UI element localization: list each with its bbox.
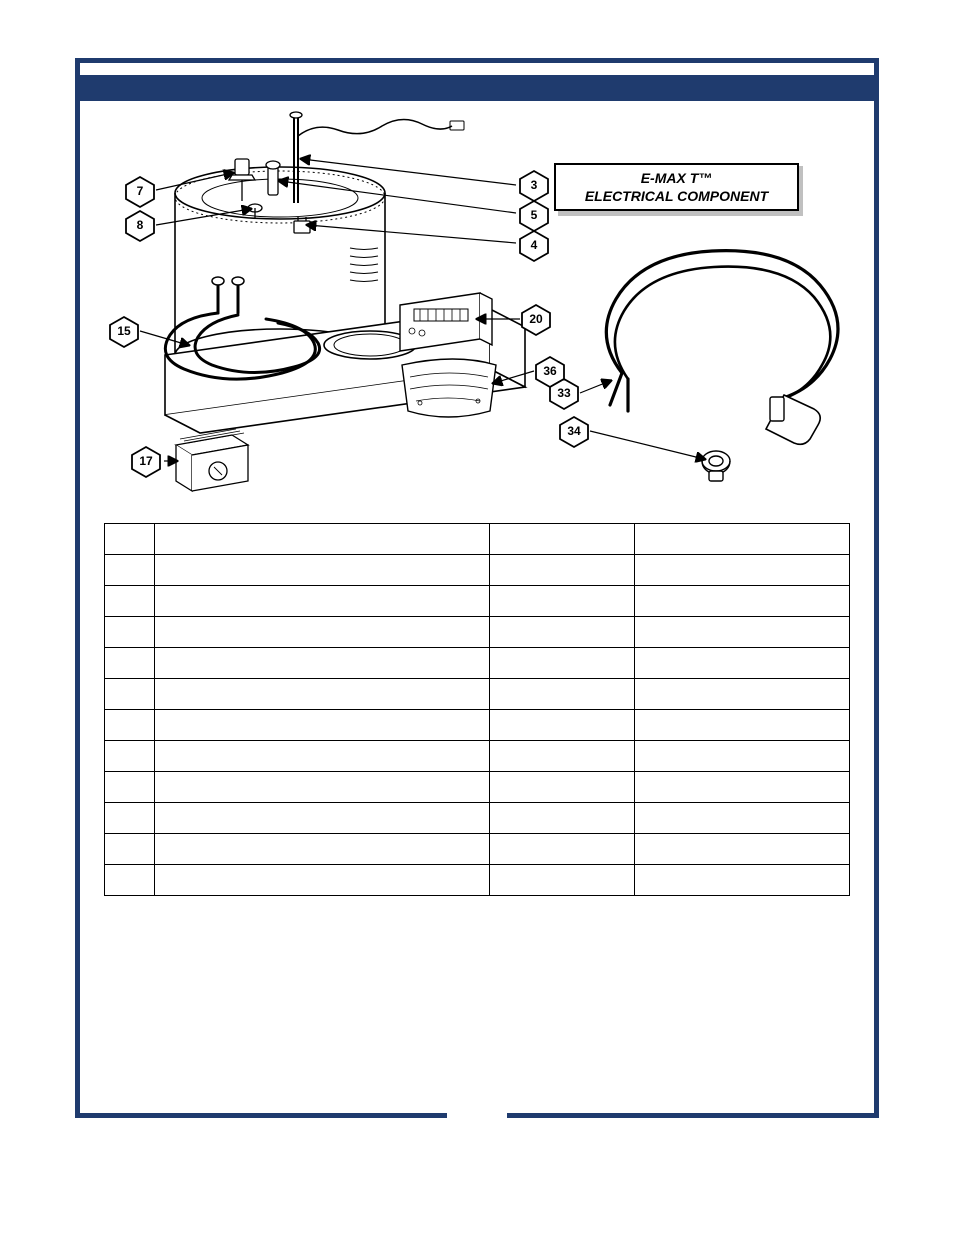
front-decal — [402, 359, 496, 417]
parts-table — [104, 523, 850, 896]
fitting-7 — [229, 159, 255, 201]
caption-line2: ELECTRICAL COMPONENT — [585, 187, 768, 205]
probe-long — [290, 112, 302, 203]
caption-line1: E-MAX T™ — [641, 169, 713, 187]
page-frame: 7 8 15 17 3 5 4 20 36 33 34 E-MAX T™ ELE… — [75, 58, 879, 1118]
vent-slots — [350, 248, 378, 282]
table-row — [105, 803, 850, 834]
col-2 — [154, 524, 490, 555]
table-body — [105, 555, 850, 896]
bushing — [702, 451, 730, 481]
diagram: 7 8 15 17 3 5 4 20 36 33 34 E-MAX T™ ELE… — [80, 103, 874, 518]
table-row — [105, 865, 850, 896]
table-row — [105, 586, 850, 617]
caption-box: E-MAX T™ ELECTRICAL COMPONENT — [554, 163, 799, 211]
col-1 — [105, 524, 155, 555]
table-header-row — [105, 524, 850, 555]
table-row — [105, 834, 850, 865]
table-row — [105, 555, 850, 586]
probe-short — [266, 161, 280, 195]
col-3 — [490, 524, 635, 555]
finned-block — [176, 429, 248, 491]
table-row — [105, 772, 850, 803]
table-row — [105, 617, 850, 648]
table-row — [105, 710, 850, 741]
table-row — [105, 679, 850, 710]
page-number-gap — [447, 1092, 507, 1118]
title-bar — [80, 75, 874, 101]
table-row — [105, 648, 850, 679]
power-cord — [606, 251, 838, 445]
top-wire — [298, 119, 452, 136]
table-row — [105, 741, 850, 772]
col-4 — [635, 524, 850, 555]
